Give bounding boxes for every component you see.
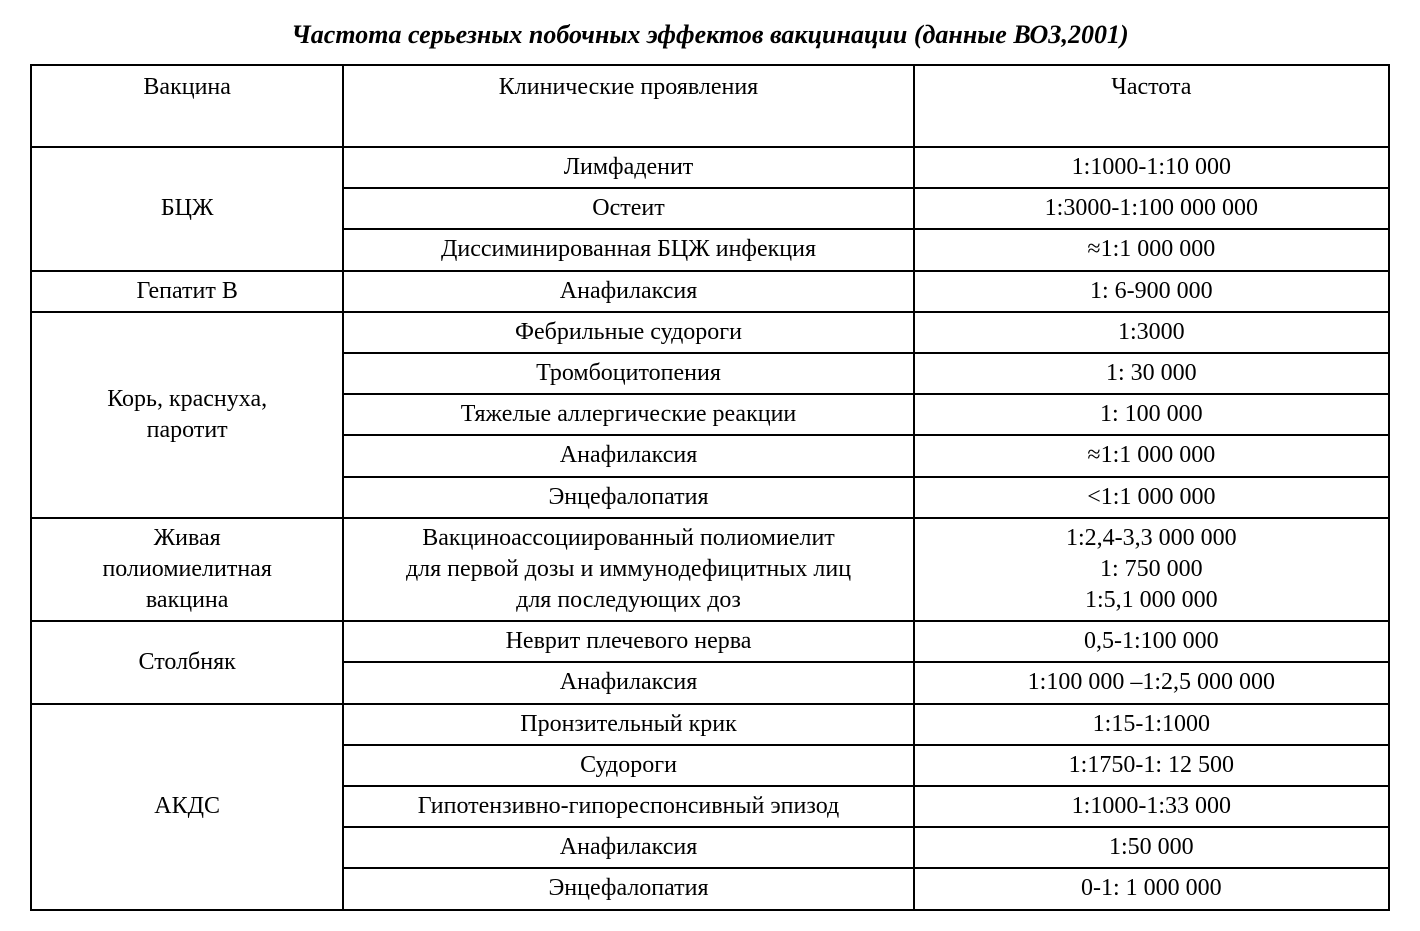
side-effects-table: Вакцина Клинические проявления Частота Б… (30, 64, 1390, 911)
manifest-cell: Лимфаденит (343, 147, 913, 188)
manifest-cell: Судороги (343, 745, 913, 786)
manifest-cell: Анафилаксия (343, 662, 913, 703)
manifest-cell: Энцефалопатия (343, 868, 913, 909)
manifest-cell: Диссиминированная БЦЖ инфекция (343, 229, 913, 270)
vaccine-cell-akds: АКДС (31, 704, 343, 910)
frequency-cell: 1:15-1:1000 (914, 704, 1389, 745)
table-row: Корь, краснуха, паротит Фебрильные судор… (31, 312, 1389, 353)
header-manifest: Клинические проявления (343, 65, 913, 147)
manifest-cell: Тяжелые аллергические реакции (343, 394, 913, 435)
table-row: Столбняк Неврит плечевого нерва 0,5-1:10… (31, 621, 1389, 662)
frequency-cell: ≈1:1 000 000 (914, 435, 1389, 476)
table-row: Живая полиомиелитная вакцина Вакциноассо… (31, 518, 1389, 622)
frequency-cell: 1:100 000 –1:2,5 000 000 (914, 662, 1389, 703)
manifest-cell: Вакциноассоциированный полиомиелит для п… (343, 518, 913, 622)
manifest-cell: Остеит (343, 188, 913, 229)
vaccine-cell-mmr: Корь, краснуха, паротит (31, 312, 343, 518)
manifest-cell: Гипотензивно-гипореспонсивный эпизод (343, 786, 913, 827)
frequency-cell: 1:1000-1:10 000 (914, 147, 1389, 188)
frequency-cell: 1:50 000 (914, 827, 1389, 868)
vaccine-cell-bcg: БЦЖ (31, 147, 343, 271)
frequency-cell: 0-1: 1 000 000 (914, 868, 1389, 909)
frequency-cell: 1: 30 000 (914, 353, 1389, 394)
header-frequency: Частота (914, 65, 1389, 147)
manifest-cell: Неврит плечевого нерва (343, 621, 913, 662)
manifest-cell: Пронзительный крик (343, 704, 913, 745)
table-row: БЦЖ Лимфаденит 1:1000-1:10 000 (31, 147, 1389, 188)
vaccine-cell-hepb: Гепатит В (31, 271, 343, 312)
frequency-cell: 1: 6-900 000 (914, 271, 1389, 312)
frequency-cell: 1:3000 (914, 312, 1389, 353)
manifest-cell: Анафилаксия (343, 827, 913, 868)
manifest-cell: Тромбоцитопения (343, 353, 913, 394)
vaccine-cell-opv: Живая полиомиелитная вакцина (31, 518, 343, 622)
frequency-cell: 1:2,4-3,3 000 000 1: 750 000 1:5,1 000 0… (914, 518, 1389, 622)
header-vaccine: Вакцина (31, 65, 343, 147)
table-row: АКДС Пронзительный крик 1:15-1:1000 (31, 704, 1389, 745)
document-title: Частота серьезных побочных эффектов вакц… (30, 20, 1390, 50)
manifest-cell: Энцефалопатия (343, 477, 913, 518)
table-row: Гепатит В Анафилаксия 1: 6-900 000 (31, 271, 1389, 312)
manifest-cell: Фебрильные судороги (343, 312, 913, 353)
vaccine-cell-tetanus: Столбняк (31, 621, 343, 703)
frequency-cell: 0,5-1:100 000 (914, 621, 1389, 662)
frequency-cell: 1:1750-1: 12 500 (914, 745, 1389, 786)
manifest-cell: Анафилаксия (343, 271, 913, 312)
frequency-cell: 1:1000-1:33 000 (914, 786, 1389, 827)
frequency-cell: 1: 100 000 (914, 394, 1389, 435)
table-header-row: Вакцина Клинические проявления Частота (31, 65, 1389, 147)
frequency-cell: ≈1:1 000 000 (914, 229, 1389, 270)
manifest-cell: Анафилаксия (343, 435, 913, 476)
frequency-cell: <1:1 000 000 (914, 477, 1389, 518)
frequency-cell: 1:3000-1:100 000 000 (914, 188, 1389, 229)
